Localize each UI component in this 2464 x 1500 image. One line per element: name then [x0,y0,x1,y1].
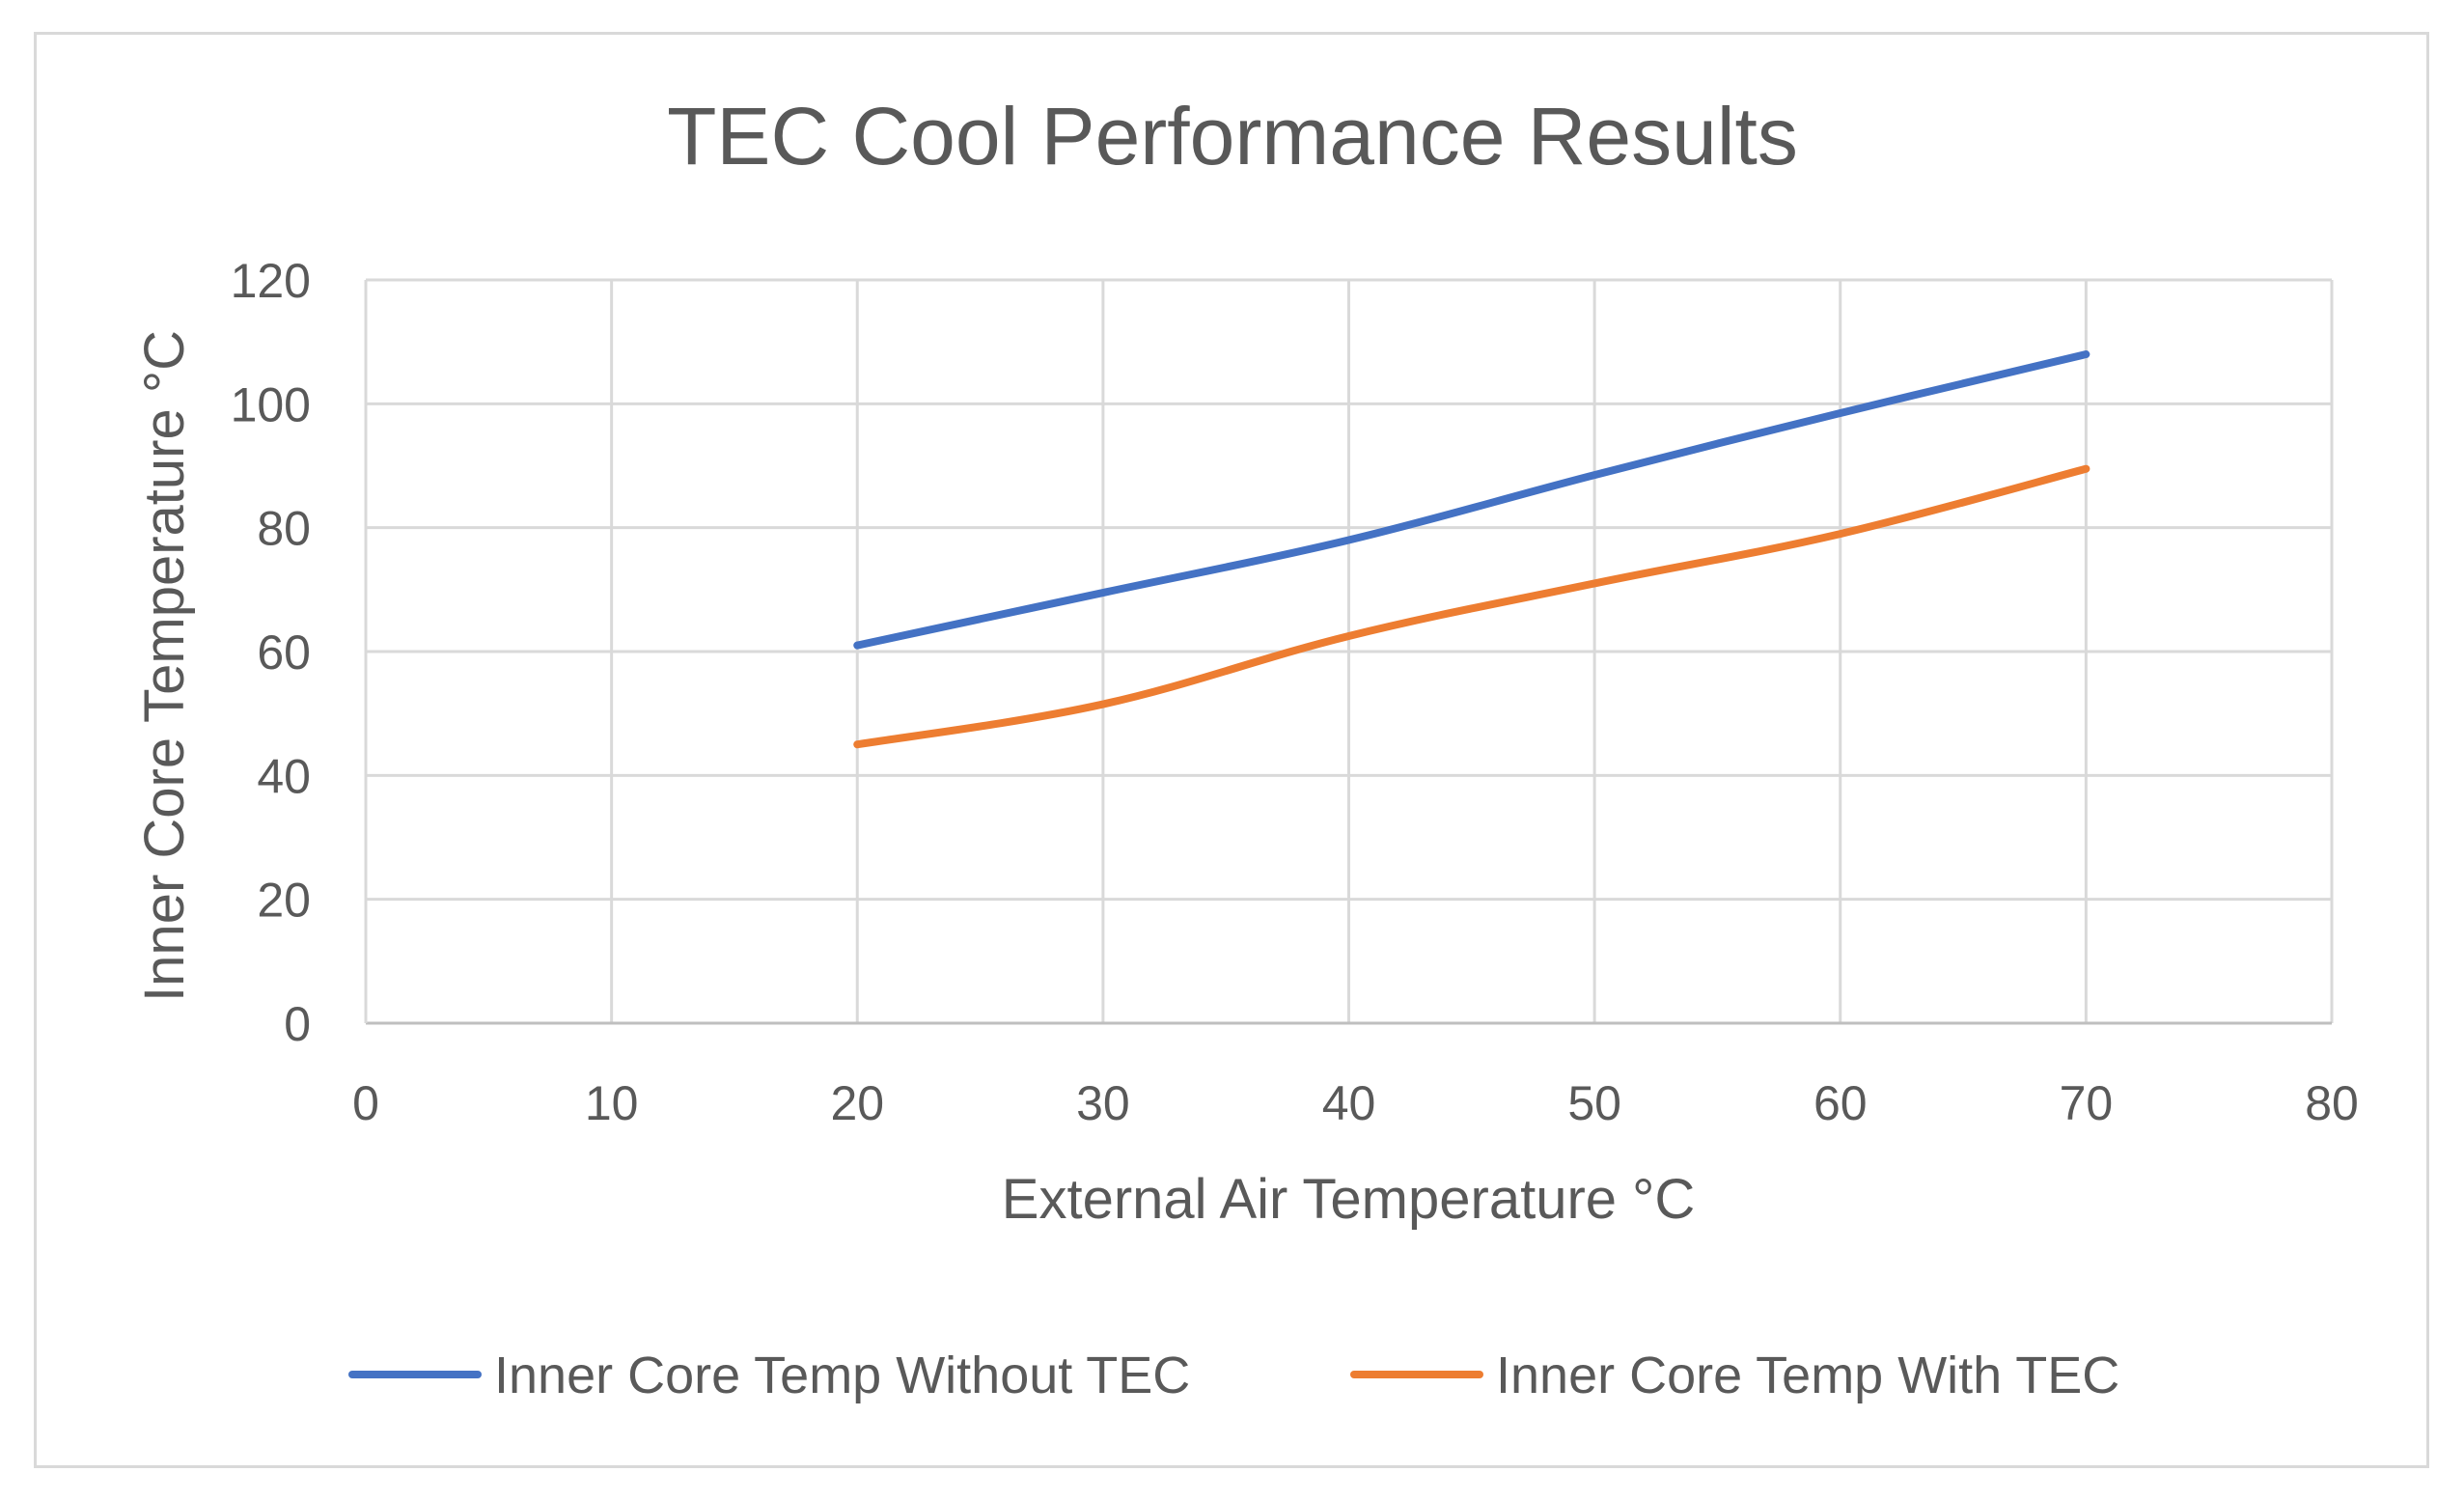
y-tick-label: 80 [257,502,311,556]
x-tick-label: 0 [352,1076,379,1130]
data-point [1348,635,1349,637]
data-point [856,645,858,647]
x-tick-label: 40 [1322,1076,1376,1130]
chart-title: TEC Cool Performance Results [667,91,1798,181]
x-tick-label: 50 [1567,1076,1621,1130]
grid-layer [366,278,2334,1023]
legend-item-1: Inner Core Temp Without TEC [348,1347,1190,1404]
y-tick-label: 0 [284,997,311,1051]
data-point [1593,582,1595,584]
y-tick-label: 120 [231,254,311,308]
series-line-2 [853,464,2090,749]
x-tick-label: 70 [2060,1076,2114,1130]
x-axis-title: External Air Temperature °C [1002,1168,1695,1231]
data-point [2085,468,2087,470]
data-point [1348,540,1349,541]
x-tick-label: 10 [585,1076,639,1130]
y-tick-label: 100 [231,377,311,431]
data-point [1840,412,1841,414]
data-point [1102,704,1104,706]
legend: Inner Core Temp Without TEC Inner Core Te… [348,1347,2119,1404]
data-point [1102,592,1104,594]
y-tick-label: 40 [257,749,311,803]
legend-label: Inner Core Temp Without TEC [494,1347,1190,1404]
series-line-1 [853,350,2090,650]
tick-layer: 0 10 20 30 40 50 60 70 80 0 20 40 60 80 100 120 [231,254,2359,1130]
axis-layer [364,280,2332,1025]
data-point [856,743,858,745]
data-point [1593,474,1595,476]
legend-label: Inner Core Temp With TEC [1496,1347,2119,1404]
x-tick-label: 80 [2305,1076,2359,1130]
data-point [2085,353,2087,355]
y-axis-title: Inner Core Temperature °C [133,330,196,1002]
series-layer [853,350,2090,749]
data-point [1840,533,1841,535]
y-tick-label: 20 [257,874,311,928]
legend-item-2: Inner Core Temp With TEC [1350,1347,2119,1404]
chart-frame [34,32,2429,1468]
y-tick-label: 60 [257,625,311,680]
x-tick-label: 60 [1813,1076,1868,1130]
x-tick-label: 30 [1076,1076,1130,1130]
x-tick-label: 20 [830,1076,884,1130]
